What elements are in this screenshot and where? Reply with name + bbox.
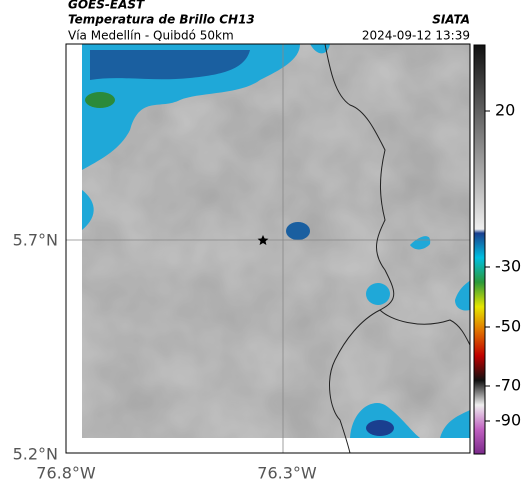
map-frame [65,43,471,454]
title: Temperatura de Brillo CH13 [68,13,255,27]
lon-label: 76.8°W [36,464,96,483]
colorbar-tick-label: 20 [495,101,515,120]
boundaries [324,43,471,454]
lat-label: 5.7°N [13,231,58,250]
axis-labels: 5.7°N 5.2°N 76.8°W 76.3°W [13,231,317,483]
agency: SIATA [432,13,470,27]
colorbar-tick-label: -50 [495,317,521,336]
colorbar-scale [473,44,486,455]
colorbar: 20 -30 -50 -70 -90 [473,44,521,455]
location-marker [257,235,269,245]
grid-lines [66,44,470,453]
cold-clouds [82,44,470,438]
map [65,43,471,454]
lon-label: 76.3°W [257,464,317,483]
colorbar-tick-label: -30 [495,257,521,276]
route: Vía Medellín - Quibdó 50km [68,29,234,43]
colorbar-ticks [485,110,490,422]
source: GOES-EAST [68,0,145,12]
imagery-texture [82,44,470,438]
header: GOES-EAST Temperatura de Brillo CH13 Vía… [68,0,470,43]
lat-label: 5.2°N [13,445,58,464]
datetime: 2024-09-12 13:39 [362,29,470,43]
colorbar-tick-label: -70 [495,376,521,395]
colorbar-tick-label: -90 [495,411,521,430]
